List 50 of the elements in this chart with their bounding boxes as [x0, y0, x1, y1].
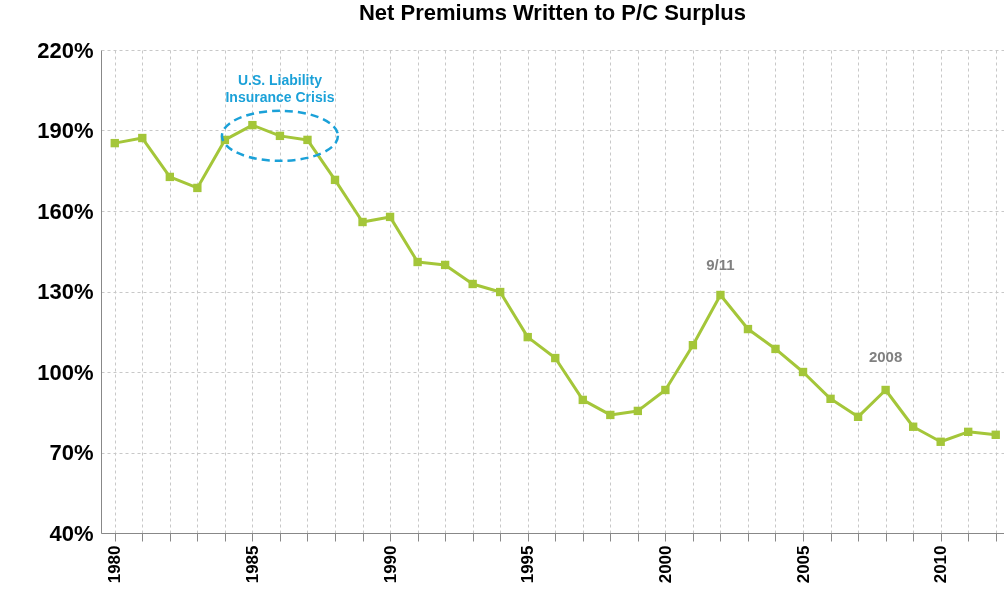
- annotation: 9/11: [706, 255, 735, 273]
- x-tick-label: 1990: [380, 545, 400, 584]
- y-tick-label: 130%: [37, 279, 94, 304]
- point: [110, 138, 119, 148]
- point: [908, 422, 918, 431]
- point: [881, 385, 890, 395]
- point: [275, 131, 285, 141]
- point: [358, 217, 367, 227]
- y-tick-label: 100%: [37, 359, 94, 385]
- point: [991, 430, 1000, 439]
- point: [193, 183, 202, 193]
- point: [303, 135, 312, 145]
- point: [330, 175, 340, 185]
- annotation: U.S. Liability Insurance Crisis: [225, 71, 335, 105]
- x-tick-label: 1980: [105, 545, 125, 584]
- point: [496, 287, 505, 297]
- point: [798, 367, 808, 377]
- y-tick-label: 40%: [49, 520, 94, 546]
- y-tick-label: 70%: [49, 440, 94, 465]
- x-tick-label: 2000: [655, 545, 675, 584]
- x-tick-label: 1995: [518, 545, 538, 584]
- point: [165, 172, 175, 182]
- point: [661, 385, 670, 395]
- point: [716, 290, 725, 300]
- point: [688, 340, 698, 350]
- y-tick-label: 190%: [37, 118, 94, 143]
- point: [743, 324, 753, 334]
- x-tick-label: 2005: [793, 545, 813, 584]
- y-tick-label: 220%: [37, 37, 94, 63]
- chart-title: Net Premiums Written to P/C Surplus: [358, 0, 747, 25]
- point: [413, 257, 422, 267]
- x-tick-label: 2010: [931, 545, 951, 584]
- point: [385, 212, 395, 222]
- point: [248, 120, 257, 130]
- x-tick-label: 1985: [242, 545, 262, 584]
- point: [551, 353, 560, 363]
- point: [633, 406, 643, 416]
- y-tick-label: 160%: [37, 198, 94, 224]
- point: [771, 344, 780, 354]
- point: [964, 427, 973, 437]
- point: [606, 410, 615, 420]
- point: [440, 260, 450, 270]
- point: [826, 394, 835, 404]
- point: [138, 133, 147, 143]
- point: [936, 437, 945, 446]
- annotation: 2008: [868, 347, 903, 365]
- point: [523, 332, 532, 342]
- point: [468, 279, 477, 289]
- point: [853, 412, 863, 421]
- point: [578, 395, 587, 405]
